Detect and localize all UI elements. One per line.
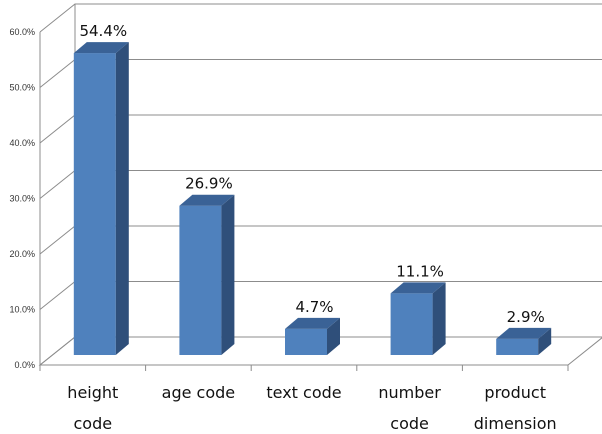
y-tick-label: 30.0% bbox=[9, 194, 35, 204]
data-label: 26.9% bbox=[185, 175, 233, 193]
category-label: height bbox=[67, 383, 118, 402]
category-label: text code bbox=[266, 383, 341, 402]
data-label: 11.1% bbox=[396, 262, 444, 280]
y-tick-label: 50.0% bbox=[9, 83, 35, 93]
category-label: code bbox=[390, 414, 429, 433]
y-tick-label: 60.0% bbox=[9, 27, 35, 37]
bar-1 bbox=[179, 194, 235, 355]
bar-front bbox=[179, 205, 222, 355]
y-tick-label: 0.0% bbox=[14, 360, 35, 370]
data-label: 4.7% bbox=[295, 298, 333, 316]
data-labels: 54.4% 26.9% 4.7% 11.1% 2.9% bbox=[79, 22, 544, 326]
bar-top bbox=[73, 42, 129, 54]
category-label: code bbox=[74, 414, 113, 433]
data-label: 54.4% bbox=[79, 22, 127, 40]
bar-top bbox=[390, 282, 446, 294]
bar-side bbox=[538, 327, 552, 355]
bar-side bbox=[432, 282, 446, 355]
bar-top bbox=[496, 327, 552, 339]
category-labels: height code age code text code number code pro… bbox=[67, 383, 556, 433]
category-label: product bbox=[484, 383, 546, 402]
bar-4 bbox=[496, 327, 552, 355]
data-label: 2.9% bbox=[507, 308, 545, 326]
bar-top bbox=[179, 194, 235, 206]
bar-3 bbox=[390, 282, 446, 355]
bar-top bbox=[285, 317, 340, 329]
y-tick-label: 40.0% bbox=[9, 138, 35, 148]
bar-side bbox=[327, 317, 340, 355]
bars bbox=[73, 42, 552, 355]
bar-front bbox=[390, 293, 433, 355]
bar-0 bbox=[73, 42, 129, 355]
category-label: age code bbox=[162, 383, 235, 402]
category-label: number bbox=[378, 383, 441, 402]
category-label: dimension bbox=[474, 414, 557, 433]
y-tick-label: 20.0% bbox=[9, 249, 35, 259]
floor bbox=[38, 336, 602, 366]
bar-side bbox=[221, 194, 235, 355]
bar-front bbox=[496, 338, 539, 355]
y-tick-label: 10.0% bbox=[9, 305, 35, 315]
bar-front bbox=[73, 53, 116, 355]
bar-side bbox=[115, 42, 129, 355]
bar-2 bbox=[285, 317, 340, 355]
y-tick-labels: 0.0% 10.0% 20.0% 30.0% 40.0% 50.0% 60.0% bbox=[9, 27, 35, 370]
bar-front bbox=[285, 328, 327, 355]
